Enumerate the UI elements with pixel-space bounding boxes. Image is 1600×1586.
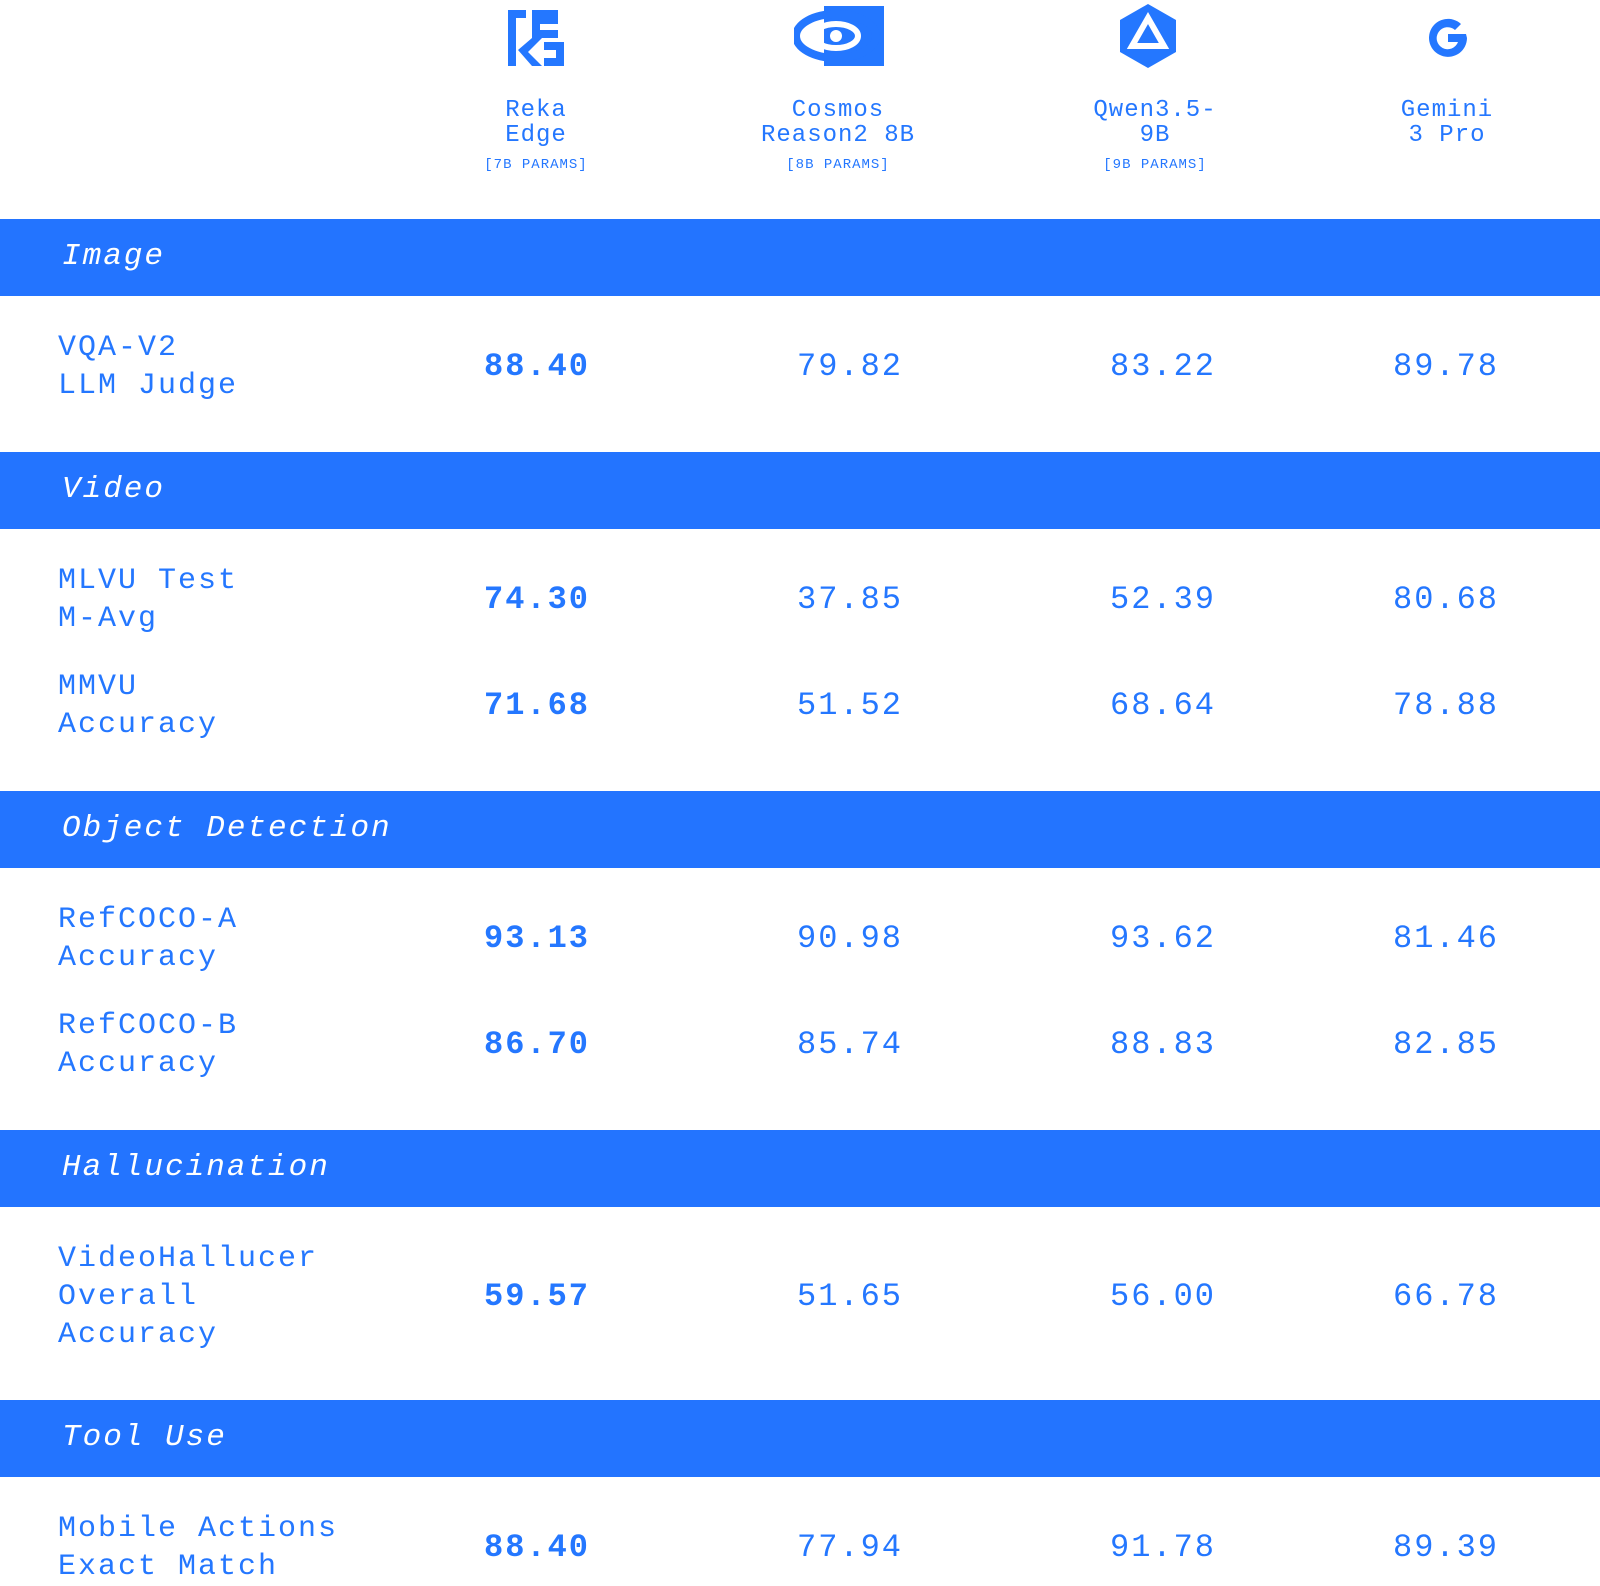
row-label: RefCOCO-A xyxy=(58,903,239,937)
model-name: Reka xyxy=(505,97,567,124)
row-label: Exact Match xyxy=(58,1550,279,1584)
section-band: Video xyxy=(0,452,1600,529)
google-logo xyxy=(1429,18,1467,57)
model-name: 3 Pro xyxy=(1408,122,1486,149)
row-label: RefCOCO-B xyxy=(58,1009,239,1043)
section-band: Tool Use xyxy=(0,1400,1600,1477)
row-label: Accuracy xyxy=(58,1047,219,1081)
score: 89.78 xyxy=(1392,348,1499,385)
score: 83.22 xyxy=(1109,348,1216,385)
score: 80.68 xyxy=(1392,581,1499,618)
model-params: [9B PARAMS] xyxy=(1103,157,1207,173)
score: 88.40 xyxy=(483,348,590,385)
section-title: Video xyxy=(62,472,166,507)
score: 85.74 xyxy=(796,1026,903,1063)
row-label: MMVU xyxy=(58,670,139,704)
model-name: Qwen3.5- xyxy=(1093,97,1217,124)
row-label: Mobile Actions xyxy=(58,1512,339,1546)
qwen-logo xyxy=(1120,4,1176,68)
score: 51.52 xyxy=(796,687,903,724)
row-label: LLM Judge xyxy=(58,369,239,403)
score: 51.65 xyxy=(796,1277,903,1315)
nvidia-logo xyxy=(794,6,884,66)
row-label: Accuracy xyxy=(58,708,219,742)
score: 91.78 xyxy=(1109,1529,1216,1566)
score: 79.82 xyxy=(796,348,903,385)
model-params: [7B PARAMS] xyxy=(484,157,588,173)
section-band: Hallucination xyxy=(0,1130,1600,1207)
score: 66.78 xyxy=(1392,1277,1499,1315)
score: 74.30 xyxy=(483,581,590,618)
score: 88.40 xyxy=(483,1529,590,1566)
score: 56.00 xyxy=(1109,1277,1216,1315)
model-name: Gemini xyxy=(1400,97,1494,124)
section-title: Object Detection xyxy=(62,811,392,846)
score: 59.57 xyxy=(483,1277,590,1315)
score: 90.98 xyxy=(796,920,903,957)
model-name: Cosmos xyxy=(791,97,885,124)
score: 77.94 xyxy=(796,1529,903,1566)
score: 93.13 xyxy=(483,920,590,957)
row-label: M-Avg xyxy=(58,602,159,636)
row-label: Overall xyxy=(58,1279,199,1314)
reka-logo xyxy=(508,10,564,66)
model-params: [8B PARAMS] xyxy=(786,157,890,173)
model-name: Edge xyxy=(505,122,567,149)
score: 78.88 xyxy=(1392,687,1499,724)
model-name: Reason2 8B xyxy=(760,122,916,149)
section-title: Hallucination xyxy=(62,1150,330,1185)
score: 88.83 xyxy=(1109,1026,1216,1063)
row-label: MLVU Test xyxy=(58,564,239,598)
row-label: VideoHallucer xyxy=(58,1241,319,1276)
row-label: Accuracy xyxy=(58,1317,219,1352)
section-band: Object Detection xyxy=(0,791,1600,868)
score: 52.39 xyxy=(1109,581,1216,618)
section-title: Image xyxy=(62,239,166,274)
score: 71.68 xyxy=(483,687,590,724)
model-name: 9B xyxy=(1139,122,1171,149)
score: 68.64 xyxy=(1109,687,1216,724)
score: 37.85 xyxy=(796,581,903,618)
section-title: Tool Use xyxy=(62,1420,227,1455)
score: 93.62 xyxy=(1109,920,1216,957)
section-band: Image xyxy=(0,219,1600,296)
score: 89.39 xyxy=(1392,1529,1499,1566)
score: 86.70 xyxy=(483,1026,590,1063)
score: 81.46 xyxy=(1392,920,1499,957)
row-label: VQA-V2 xyxy=(58,331,179,365)
row-label: Accuracy xyxy=(58,941,219,975)
score: 82.85 xyxy=(1392,1026,1499,1063)
